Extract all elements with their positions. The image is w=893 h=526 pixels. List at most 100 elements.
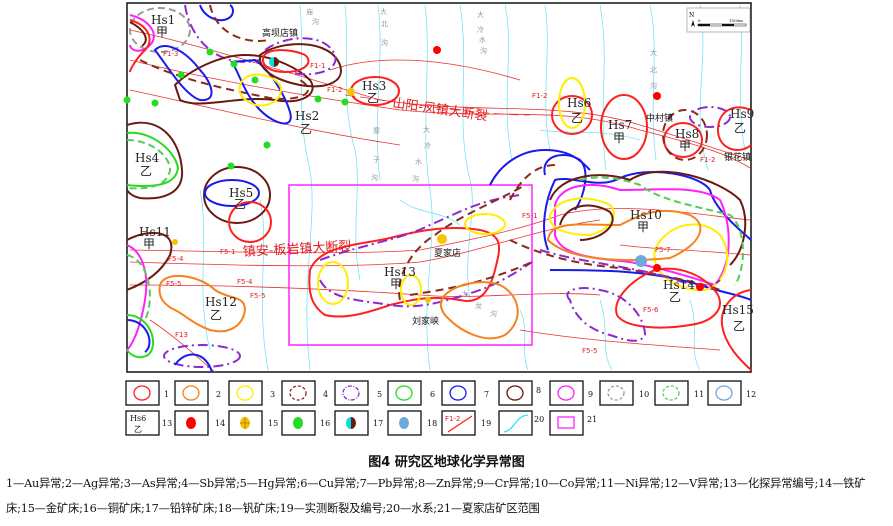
river-char: 庙 (306, 7, 313, 16)
river-line (344, 4, 361, 281)
legend-item-gold-deposit: 15 (228, 410, 278, 436)
river-char: 冷 (424, 141, 431, 150)
svg-text:6: 6 (430, 390, 435, 399)
pb-anomaly-contour (489, 148, 591, 186)
legend-item-cr: 9 (549, 380, 593, 406)
svg-text:11: 11 (694, 390, 704, 399)
place-gaobadian: 高坝店镇 (262, 27, 298, 39)
fault-label: F13 (175, 331, 188, 339)
ni-anomaly-contour (126, 139, 172, 190)
svg-text:Hs6: Hs6 (130, 414, 146, 423)
copper-deposits (123, 48, 349, 170)
fault-line (129, 219, 601, 267)
as-anomaly-contour (238, 73, 282, 107)
svg-text:9: 9 (588, 390, 593, 399)
copper-deposit-marker (123, 96, 131, 104)
svg-text:14: 14 (215, 419, 225, 428)
pb-anomaly-contour (199, 4, 234, 22)
river-char: 寨 (373, 126, 380, 135)
cr-anomaly-contour (129, 14, 155, 52)
svg-text:15: 15 (268, 419, 278, 428)
as-anomaly-contour (400, 274, 422, 306)
svg-text:Hs6: Hs6 (567, 96, 591, 110)
svg-text:F1-2: F1-2 (445, 415, 460, 423)
legend-item-au: 1 (125, 380, 169, 406)
svg-text:Hs11: Hs11 (139, 225, 171, 239)
co-anomaly-contour (129, 7, 191, 53)
fault-label: F5-6 (643, 306, 659, 314)
river-char: 沟 (650, 81, 657, 90)
gold-deposit-marker (425, 297, 431, 303)
pb-anomaly-contour (126, 319, 151, 353)
pb-anomaly-contour (174, 353, 213, 373)
svg-text:甲: 甲 (143, 237, 155, 251)
au-anomaly-contour (720, 289, 752, 371)
legend-row-anomalies: 1 2 3 4 5 6 7 8 9 10 11 12 (125, 380, 756, 406)
place-zhongcun: 中村镇 (646, 112, 673, 124)
legend-item-anomaly-id: Hs6 乙 13 (125, 410, 172, 436)
as-anomaly-contour (317, 261, 349, 305)
svg-text:13: 13 (162, 419, 172, 428)
legend-item-lead-zinc-deposit: 17 (334, 410, 383, 436)
svg-text:甲: 甲 (390, 277, 402, 291)
legend-item-vanadium-deposit: 18 (387, 410, 437, 436)
copper-deposit-marker (230, 60, 238, 68)
ag-anomaly-contour (158, 274, 247, 333)
fault-lines (129, 29, 751, 373)
river-line (199, 189, 211, 351)
scale-box (686, 7, 751, 33)
zn-anomaly-contour (126, 232, 173, 291)
legend-item-mine-area: 21 (549, 410, 597, 436)
fault-line (519, 329, 721, 351)
river-line (504, 4, 513, 161)
sb-anomaly-contour (509, 239, 721, 291)
legend-item-co: 10 (599, 380, 649, 406)
svg-text:7: 7 (484, 390, 489, 399)
zn-anomaly-contour (173, 53, 314, 105)
iron-deposit-marker (653, 264, 661, 272)
fault-label: F5-1 (522, 212, 537, 220)
cr-anomaly-contour (126, 244, 148, 351)
place-xiajiadian: 夏家店 (434, 247, 461, 259)
place-liujiaxia: 刘家峡 (412, 315, 439, 327)
copper-deposit-marker (314, 95, 322, 103)
river-char: 北 (381, 20, 388, 28)
au-anomaly-contour (129, 19, 151, 73)
hg-anomaly-contour (264, 37, 337, 76)
anomaly-label-hs15: Hs15 乙 (722, 303, 754, 333)
sb-anomaly-contour (509, 164, 556, 201)
river-char: 水 (415, 157, 422, 166)
svg-text:1: 1 (164, 390, 169, 399)
fault-line (129, 29, 751, 161)
svg-text:Hs8: Hs8 (675, 127, 699, 141)
zn-anomaly-contour (559, 204, 614, 241)
copper-deposit-marker (151, 99, 159, 107)
river-line (299, 4, 313, 371)
svg-text:17: 17 (373, 419, 383, 428)
fault-label: F5-5 (166, 280, 181, 288)
legend-item-iron-deposit: 14 (174, 410, 225, 436)
fault-label: F1-2 (700, 156, 715, 164)
svg-text:乙: 乙 (134, 425, 142, 434)
zhenan-banyanzhen-fault-label: 镇安-板岩镇大断裂 (242, 239, 351, 260)
scale-bar-segment (698, 24, 710, 26)
fault-number-labels: F1-3 F1-1 F1-2 F1-2 F1-2 F5-1 F5-4 F5-5 … (163, 50, 715, 355)
fault-label: F1-3 (163, 50, 178, 58)
river-line (544, 4, 551, 151)
fault-label: F5-5 (250, 292, 265, 300)
fault-line (129, 208, 751, 254)
river-char: 沟 (312, 17, 319, 26)
ag-anomaly-contour (439, 281, 519, 340)
river-char: 大 (380, 7, 387, 16)
copper-deposit-marker (251, 76, 259, 84)
scale-bar-segment (722, 24, 734, 26)
svg-text:20: 20 (534, 415, 544, 424)
svg-text:乙: 乙 (210, 308, 222, 322)
zn-anomaly-contour (549, 170, 747, 266)
